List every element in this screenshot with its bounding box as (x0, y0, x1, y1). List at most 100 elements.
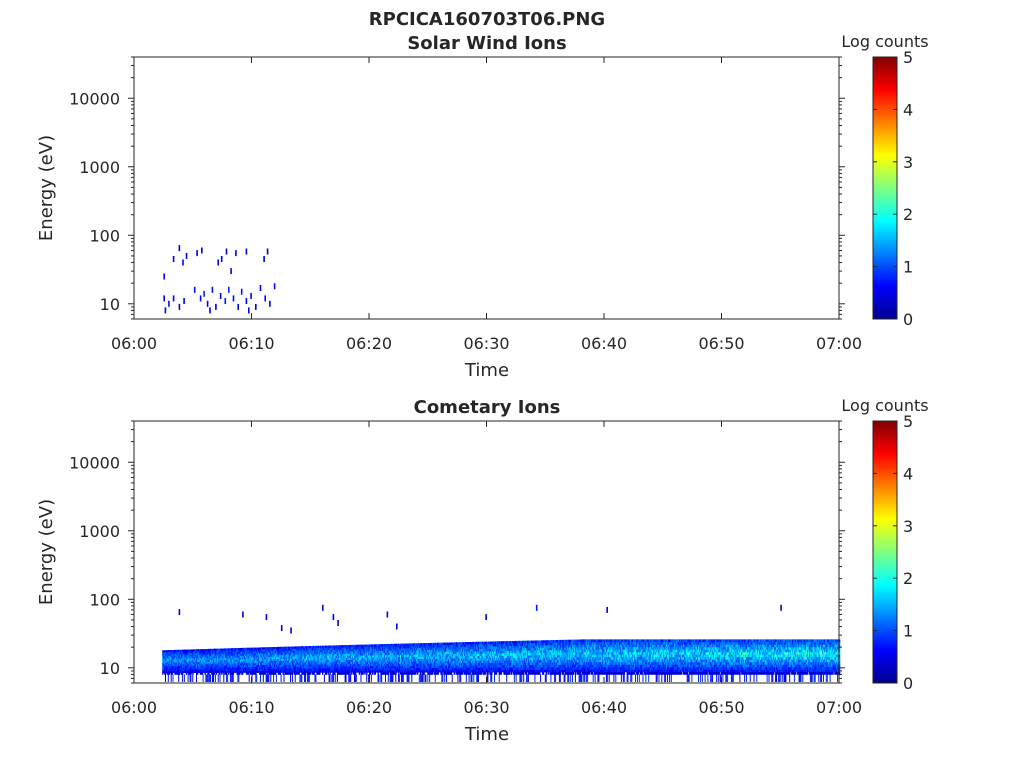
heatmap-cell (225, 648, 227, 651)
heatmap-cell (433, 663, 436, 666)
heatmap-cell (350, 659, 352, 663)
heatmap-cell (213, 672, 215, 675)
heatmap-cell (316, 672, 318, 675)
heatmap-cell (356, 655, 359, 658)
heatmap-cell (400, 663, 402, 666)
heatmap-cell (399, 656, 401, 660)
heatmap-cell (245, 672, 248, 675)
heatmap-cell (460, 653, 462, 657)
heatmap-cell (172, 665, 174, 668)
heatmap-cell (248, 663, 251, 666)
heatmap-cell (172, 256, 175, 262)
heatmap-cell (394, 652, 396, 656)
heatmap-cell (332, 647, 334, 650)
heatmap-cell (252, 647, 254, 650)
heatmap-cell (384, 663, 386, 667)
heatmap-cell (457, 672, 459, 675)
heatmap-cell (343, 664, 345, 667)
heatmap-cell (164, 307, 167, 314)
heatmap-cell (335, 674, 337, 682)
heatmap-cell (229, 657, 232, 660)
heatmap-cell (235, 666, 237, 670)
heatmap-cell (314, 650, 316, 653)
heatmap-cell (234, 665, 236, 668)
heatmap-cell (323, 660, 326, 663)
heatmap-cell (426, 661, 428, 664)
heatmap-cell (428, 649, 430, 653)
heatmap-cell (354, 657, 357, 660)
heatmap-cell (365, 661, 367, 665)
heatmap-cell (189, 674, 191, 682)
heatmap-cell (215, 650, 218, 653)
heatmap-cell (375, 657, 377, 660)
heatmap-cell (379, 648, 381, 651)
heatmap-cell (182, 656, 185, 659)
heatmap-cell (391, 648, 393, 651)
heatmap-cell (349, 645, 351, 648)
heatmap-cell (202, 665, 204, 668)
heatmap-cell (291, 662, 294, 665)
heatmap-cell (191, 658, 193, 661)
heatmap-cell (472, 648, 474, 652)
heatmap-cell (432, 656, 435, 659)
heatmap-cell (393, 646, 395, 649)
heatmap-cell (321, 664, 323, 667)
heatmap-cell (178, 245, 181, 252)
heatmap-cell (429, 649, 431, 653)
heatmap-cell (482, 644, 485, 647)
heatmap-cell (456, 642, 458, 645)
heatmap-cell (193, 649, 195, 652)
heatmap-cell (434, 656, 437, 659)
heatmap-cell (297, 648, 299, 651)
heatmap-cell (316, 656, 318, 659)
heatmap-cell (377, 644, 379, 647)
heatmap-cell (254, 651, 256, 654)
heatmap-cell (367, 655, 369, 658)
heatmap-cell (302, 666, 304, 669)
heatmap-cell (476, 651, 478, 654)
heatmap-cell (432, 647, 434, 650)
heatmap-cell (479, 665, 482, 668)
heatmap-cell (365, 668, 367, 671)
heatmap-cell (163, 652, 165, 655)
heatmap-cell (252, 659, 254, 662)
heatmap-cell (470, 674, 472, 682)
heatmap-cell (401, 672, 404, 675)
heatmap-cell (275, 652, 278, 656)
heatmap-cell (241, 651, 243, 654)
heatmap-cell (206, 667, 208, 670)
heatmap-cell (345, 661, 347, 665)
heatmap-cell (266, 647, 268, 650)
heatmap-cell (367, 653, 369, 656)
heatmap-cell (377, 674, 379, 682)
heatmap-cell (388, 667, 391, 671)
heatmap-cell (262, 651, 265, 654)
heatmap-cell (258, 659, 260, 662)
heatmap-cell (390, 663, 392, 666)
heatmap-cell (458, 660, 460, 664)
heatmap-cell (168, 669, 171, 672)
heatmap-cell (257, 670, 259, 673)
heatmap-cell (395, 654, 397, 658)
heatmap-cell (228, 659, 230, 662)
heatmap-cell (481, 662, 484, 666)
heatmap-cell (451, 660, 454, 664)
heatmap-cell (396, 670, 398, 673)
heatmap-cell (317, 647, 319, 651)
heatmap-cell (194, 649, 196, 652)
heatmap-cell (318, 668, 320, 671)
heatmap-cell (443, 658, 445, 662)
heatmap-cell (303, 648, 305, 651)
heatmap-cell (213, 648, 216, 651)
heatmap-cell (450, 653, 453, 657)
heatmap-cell (382, 650, 384, 654)
heatmap-cell (291, 660, 294, 663)
heatmap-cell (481, 658, 484, 661)
heatmap-cell (423, 643, 425, 646)
heatmap-cell (300, 660, 302, 663)
heatmap-cell (346, 672, 348, 675)
heatmap-cell (475, 655, 477, 659)
heatmap-cell (367, 650, 369, 654)
heatmap-cell (169, 660, 172, 663)
heatmap-cell (447, 649, 449, 652)
